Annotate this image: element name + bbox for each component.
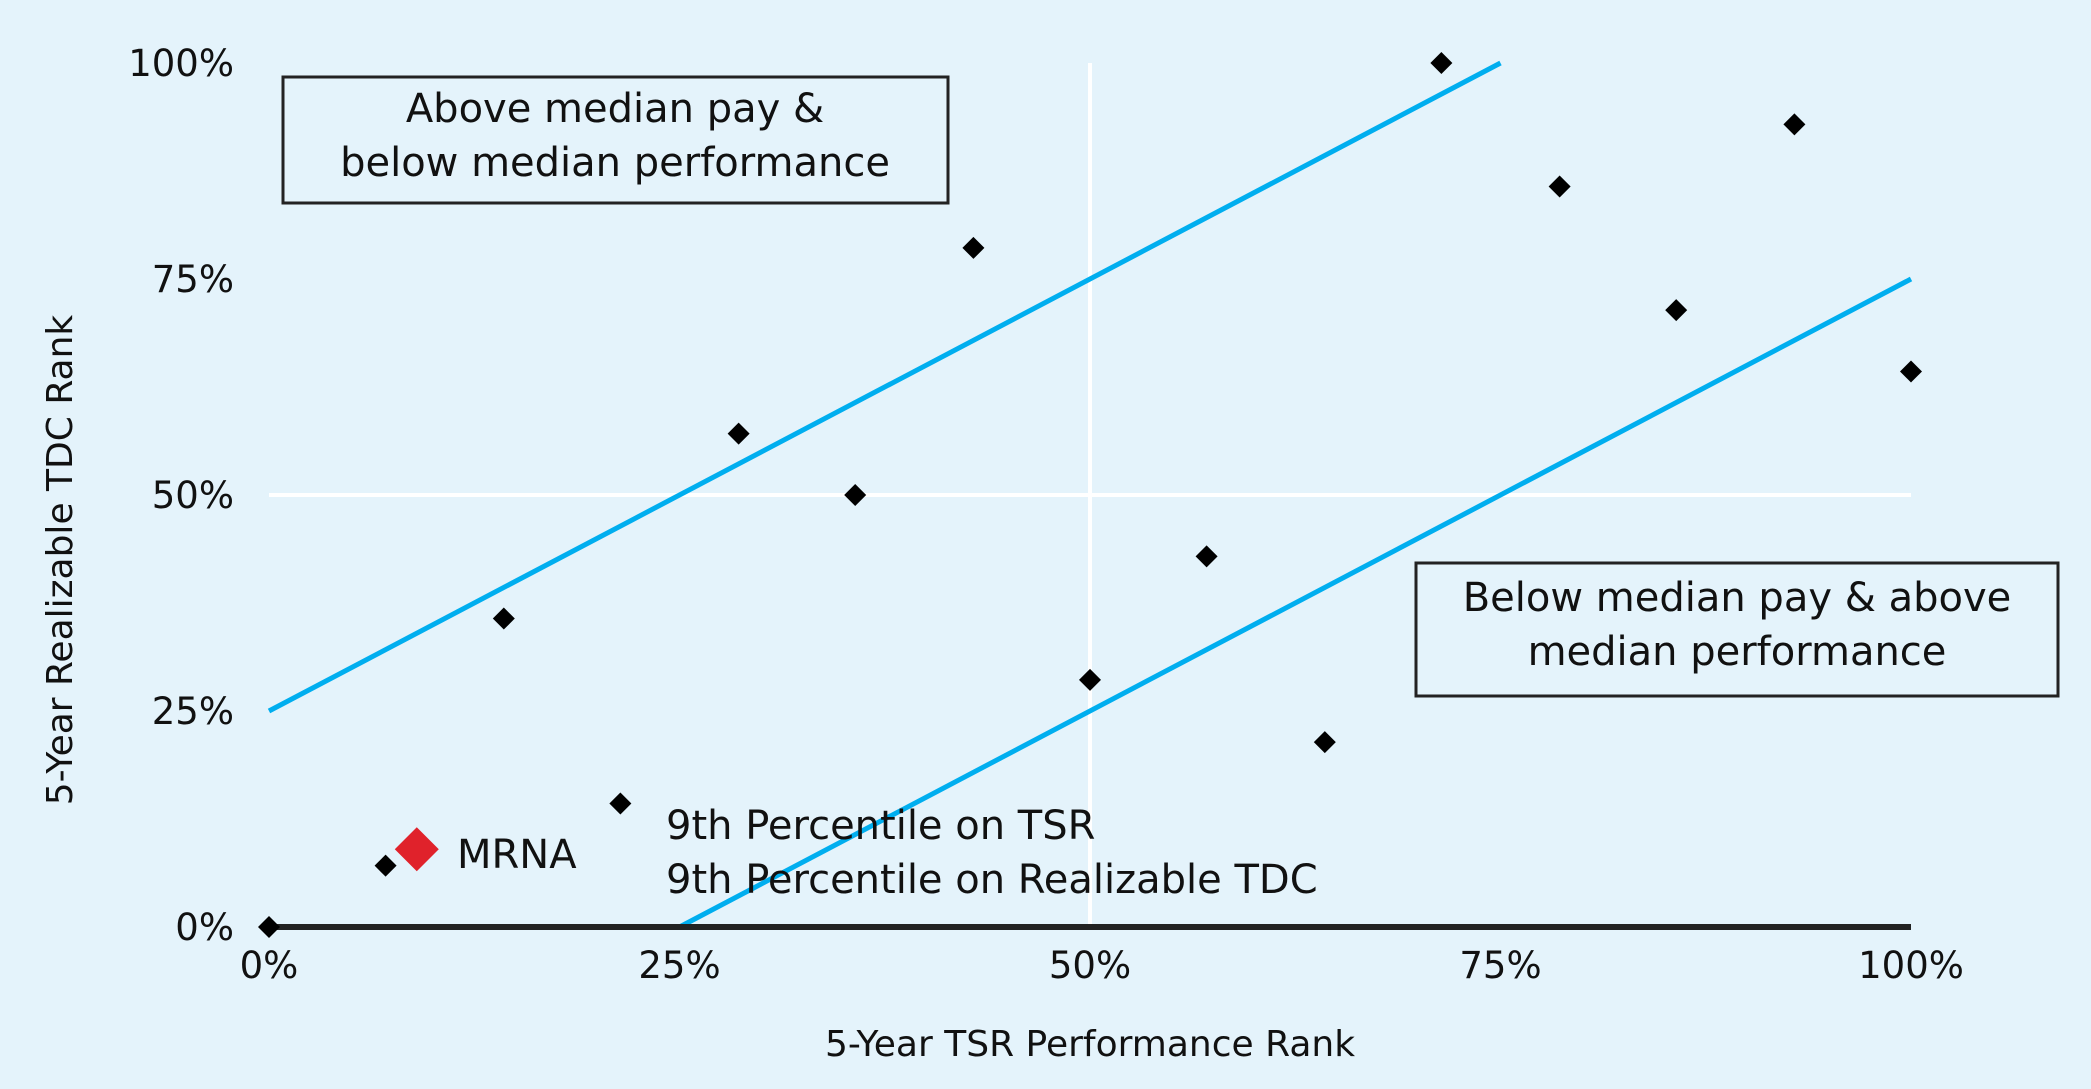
data-point [1430, 52, 1453, 74]
annotation-line: Above median pay & [406, 86, 824, 132]
x-tick-label: 75% [1459, 944, 1541, 987]
y-tick-label: 50% [152, 474, 234, 517]
highlight-label: MRNA [457, 832, 577, 878]
x-tick-label: 100% [1858, 944, 1964, 987]
band-line [267, 60, 1502, 714]
annotation-line: Below median pay & above [1463, 575, 2012, 621]
data-point [844, 484, 867, 506]
highlight-point-mrna [394, 827, 439, 872]
highlight-note: 9th Percentile on TSR [666, 803, 1095, 849]
data-point [1900, 360, 1922, 383]
data-point [609, 792, 632, 815]
annotation-line: median performance [1528, 629, 1947, 675]
y-axis-title: 5-Year Realizable TDC Rank [40, 315, 81, 806]
x-tick-label: 50% [1049, 944, 1131, 987]
data-point [1079, 668, 1101, 691]
data-point [1313, 731, 1336, 754]
highlight-note: 9th Percentile on Realizable TDC [666, 857, 1318, 903]
data-point [962, 236, 985, 259]
data-point [492, 607, 515, 630]
data-point [1665, 299, 1688, 322]
y-tick-label: 75% [152, 258, 234, 301]
data-point [258, 916, 280, 938]
data-point [374, 854, 397, 877]
y-tick-label: 100% [128, 42, 234, 85]
y-tick-label: 25% [152, 690, 234, 733]
data-point [1548, 175, 1571, 198]
y-tick-label: 0% [175, 906, 234, 949]
data-point [1783, 113, 1806, 136]
x-tick-label: 0% [240, 944, 299, 987]
band-line [678, 276, 1913, 930]
annotation-box-upper-left: Above median pay & below median performa… [281, 75, 950, 205]
data-point [1195, 545, 1218, 568]
annotation-box-lower-right: Below median pay & above median performa… [1414, 561, 2060, 698]
x-tick-label: 25% [638, 944, 720, 987]
data-point [727, 422, 750, 445]
annotation-line: below median performance [340, 140, 890, 186]
x-axis-title: 5-Year TSR Performance Rank [825, 1024, 1355, 1065]
